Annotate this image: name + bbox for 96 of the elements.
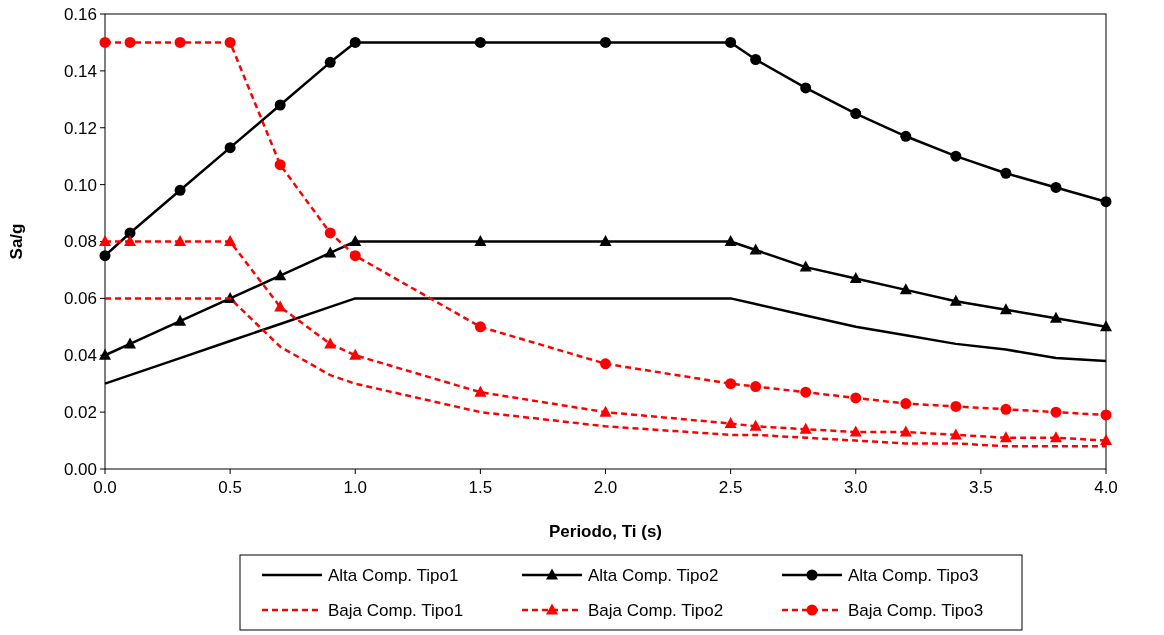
legend-label: Alta Comp. Tipo2 (588, 565, 719, 585)
point (724, 235, 737, 246)
y-tick-label: 0.12 (63, 118, 97, 138)
point (349, 348, 362, 360)
point (474, 235, 487, 246)
y-tick-label: 0.14 (63, 61, 97, 81)
point (349, 235, 362, 246)
point (474, 385, 487, 397)
point (474, 36, 486, 48)
point (124, 36, 136, 48)
point (349, 36, 361, 48)
x-tick-label: 1.0 (343, 478, 368, 497)
point (274, 269, 287, 281)
point (725, 36, 737, 48)
point (849, 271, 862, 283)
point (949, 294, 962, 306)
point (725, 378, 737, 390)
x-tick-label: 0.5 (218, 478, 242, 497)
point (849, 425, 862, 437)
point (999, 303, 1012, 315)
point (850, 392, 862, 404)
point (174, 314, 187, 326)
point (600, 36, 611, 48)
point (124, 235, 137, 246)
point (274, 159, 286, 171)
point (900, 398, 912, 410)
y-tick-label: 0.06 (63, 289, 97, 309)
point (474, 321, 486, 333)
point (800, 386, 812, 398)
point (899, 283, 912, 295)
legend-label: Alta Comp. Tipo1 (328, 565, 459, 585)
point (599, 405, 612, 417)
point (99, 250, 111, 262)
point (799, 422, 812, 434)
point (324, 337, 337, 349)
point (900, 130, 912, 142)
point (1100, 409, 1112, 421)
point (1049, 311, 1062, 323)
point (224, 235, 237, 246)
x-axis-title: Periodo, Ti (s) (548, 522, 663, 541)
point (899, 425, 912, 437)
point (99, 235, 111, 246)
point (1000, 167, 1012, 179)
x-tick-label: 2.0 (593, 478, 618, 497)
point (324, 56, 336, 68)
point (324, 227, 336, 239)
point (1100, 320, 1112, 332)
point (799, 260, 812, 272)
point (1100, 434, 1112, 446)
y-axis-title: Sa/g (7, 223, 26, 260)
point (600, 358, 611, 370)
legend-label: Alta Comp. Tipo3 (848, 565, 979, 585)
y-tick-label: 0.08 (63, 232, 97, 252)
point (274, 300, 287, 312)
point (99, 348, 111, 360)
point (749, 243, 762, 255)
point (599, 235, 612, 246)
y-tick-label: 0.00 (63, 459, 97, 479)
point (999, 431, 1012, 443)
x-tick-label: 3.5 (969, 478, 993, 497)
point (224, 142, 236, 154)
x-tick-label: 4.0 (1094, 478, 1118, 497)
legend-label: Baja Comp. Tipo2 (588, 600, 724, 620)
point (850, 108, 862, 120)
y-tick-label: 0.10 (63, 175, 97, 195)
y-tick-label: 0.16 (63, 4, 97, 24)
x-tick-label: 2.5 (718, 478, 743, 497)
point (950, 150, 962, 162)
point (1100, 196, 1112, 208)
point (99, 36, 111, 48)
point (124, 337, 137, 349)
point (324, 246, 337, 258)
x-tick-label: 3.0 (843, 478, 868, 497)
point (800, 82, 812, 94)
point (750, 54, 762, 65)
x-tick-label: 1.5 (468, 478, 493, 497)
point (1050, 181, 1062, 193)
y-tick-label: 0.02 (63, 403, 97, 423)
point (950, 400, 962, 412)
point (724, 417, 737, 428)
legend-label: Baja Comp. Tipo3 (848, 600, 984, 620)
x-tick-label: 0.0 (93, 478, 117, 497)
point (1000, 403, 1012, 415)
point (174, 36, 186, 48)
point (949, 428, 962, 440)
point (174, 235, 187, 246)
point (274, 99, 286, 111)
legend-label: Baja Comp. Tipo1 (328, 600, 464, 620)
y-tick-label: 0.04 (63, 346, 97, 366)
point (1049, 431, 1062, 443)
point (749, 419, 762, 431)
point (1050, 406, 1062, 418)
point (750, 381, 762, 393)
point (174, 184, 186, 196)
point (224, 36, 236, 48)
point (349, 250, 361, 262)
